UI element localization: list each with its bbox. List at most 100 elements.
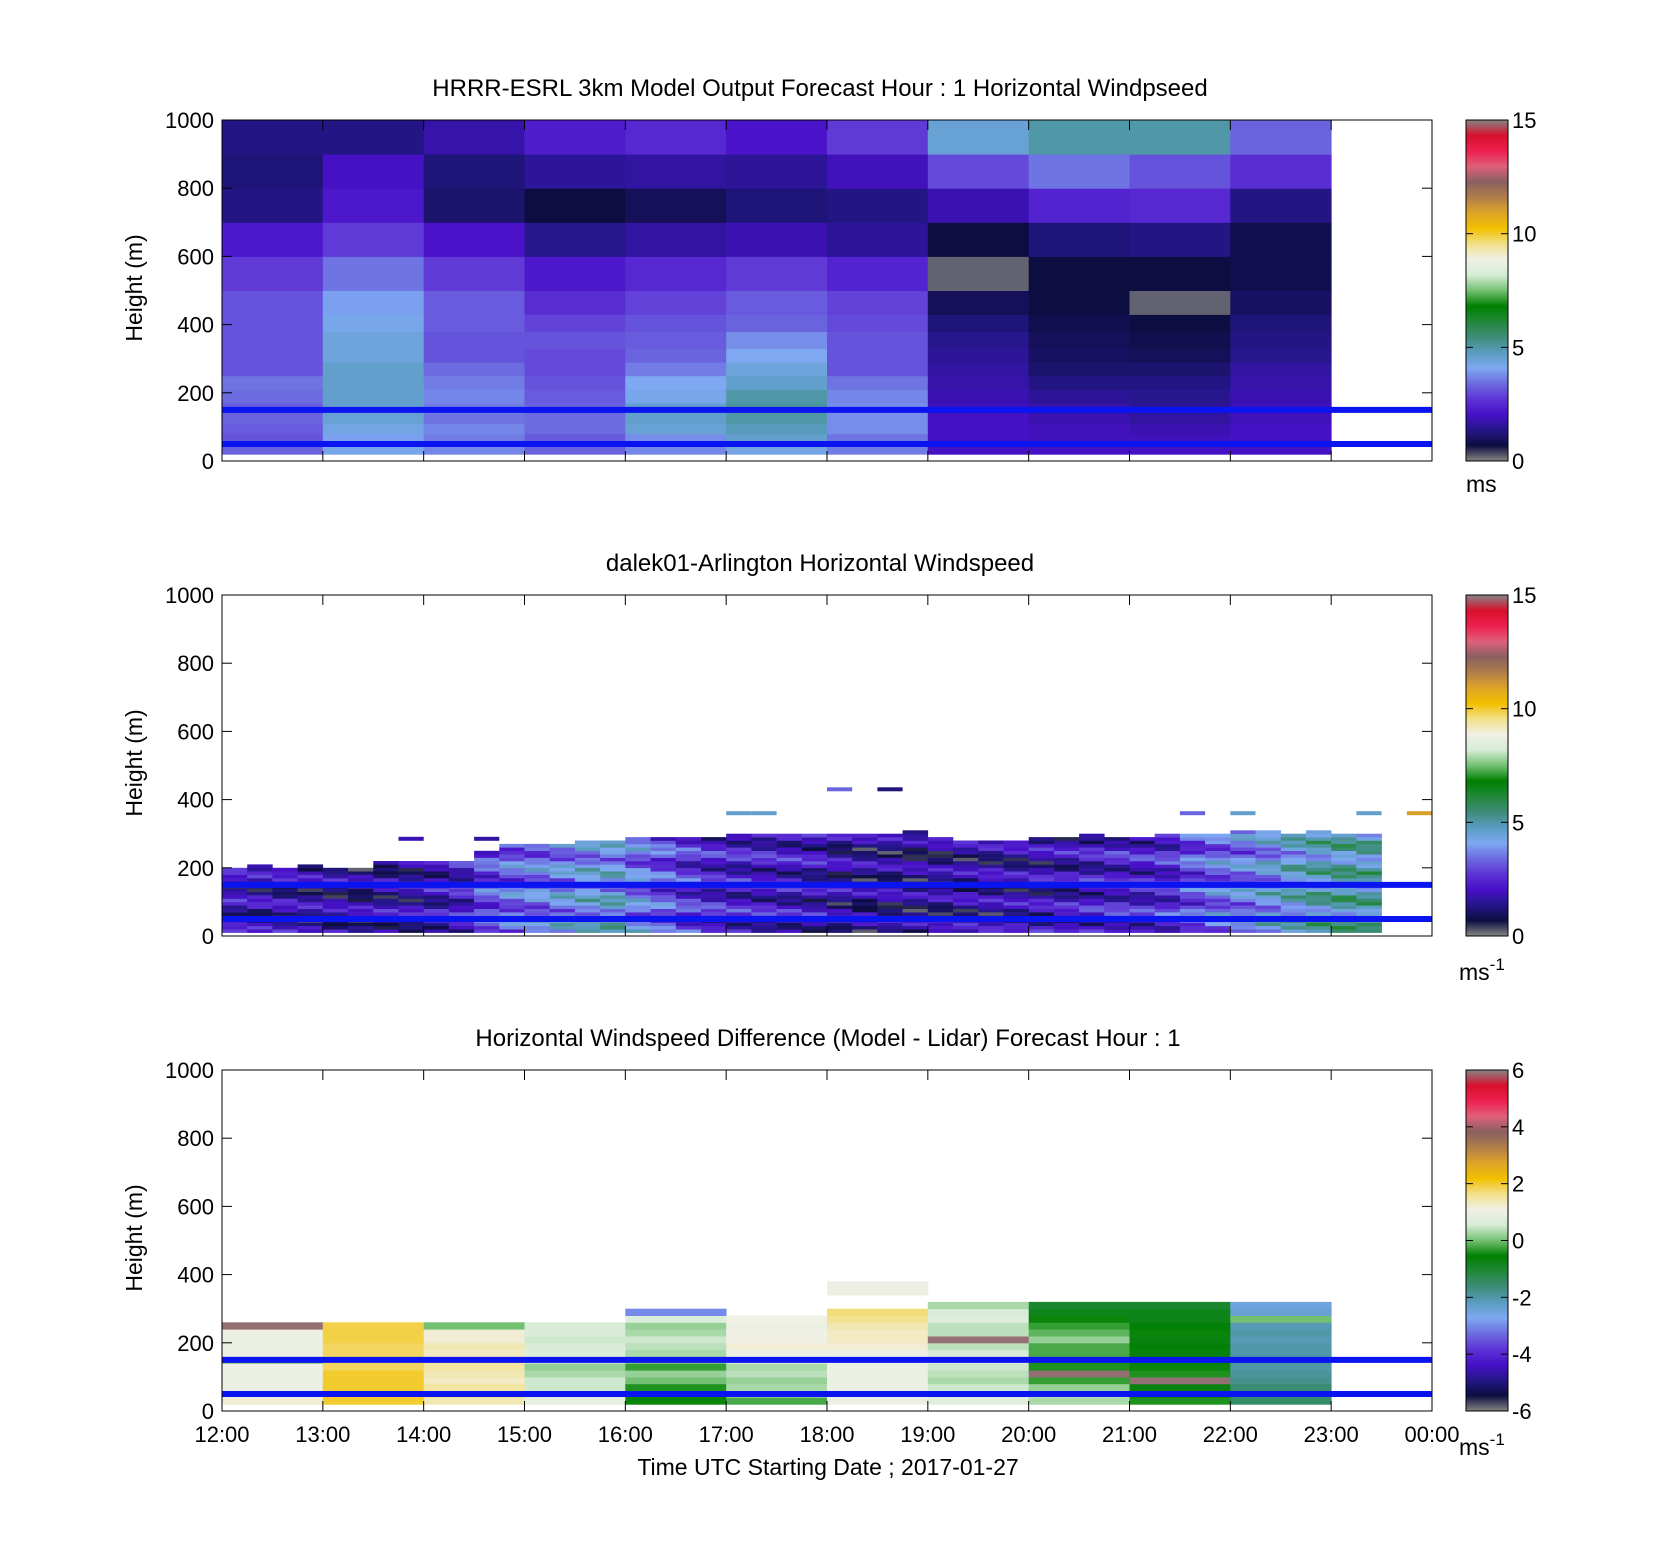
lidar-cell — [1306, 912, 1332, 916]
difference-cell — [423, 1342, 525, 1351]
lidar-cell — [1255, 874, 1281, 879]
lidar-cell — [1179, 871, 1206, 875]
lidar-cell — [701, 857, 727, 862]
lidar-cell — [776, 925, 803, 930]
lidar-cell — [877, 850, 903, 855]
difference-cell — [524, 1342, 626, 1351]
lidar-cell — [1230, 833, 1256, 838]
lidar-cell — [1028, 840, 1055, 845]
difference-cell — [322, 1376, 425, 1385]
lidar-cell — [1129, 905, 1155, 909]
lidar-isolated-return — [726, 811, 752, 816]
lidar-cell — [1003, 888, 1029, 892]
difference-cell — [827, 1363, 929, 1371]
lidar-cell — [801, 867, 828, 872]
lidar-cell — [827, 833, 853, 838]
lidar-cell — [1179, 864, 1206, 869]
lidar-cell — [701, 888, 727, 892]
lidar-cell — [701, 905, 727, 909]
lidar-cell — [1356, 857, 1382, 862]
lidar-cell — [448, 922, 475, 927]
lidar-cell — [801, 847, 828, 851]
lidar-cell — [1028, 891, 1055, 896]
y-tick-label: 800 — [177, 651, 214, 676]
lidar-cell — [348, 925, 374, 930]
lidar-cell — [1053, 861, 1080, 865]
model-cell — [625, 154, 727, 189]
lidar-cell — [978, 840, 1004, 845]
difference-cell — [1028, 1363, 1130, 1371]
lidar-cell — [1104, 888, 1130, 892]
lidar-cell — [1053, 878, 1080, 882]
difference-cell — [625, 1370, 727, 1378]
lidar-cell — [827, 864, 853, 869]
lidar-cell — [852, 922, 878, 927]
lidar-cell — [776, 867, 803, 872]
lidar-cell — [801, 850, 828, 855]
lidar-cell — [1331, 847, 1357, 851]
lidar-cell — [726, 898, 752, 903]
lidar-cell — [675, 922, 702, 927]
lidar-cell — [1306, 854, 1332, 858]
lidar-cell — [877, 901, 903, 906]
lidar-cell — [953, 843, 979, 848]
lidar-cell — [297, 874, 324, 879]
lidar-cell — [675, 871, 702, 875]
difference-cell — [1230, 1349, 1332, 1357]
y-tick-label: 200 — [177, 381, 214, 406]
lidar-cell — [852, 857, 878, 862]
lidar-cell — [373, 905, 399, 909]
lidar-cell — [348, 888, 374, 892]
lidar-cell — [978, 847, 1004, 851]
lidar-cell — [1356, 878, 1382, 882]
lidar-cell — [423, 905, 450, 909]
difference-cell — [827, 1397, 929, 1405]
lidar-cell — [1154, 871, 1181, 875]
lidar-isolated-return — [1406, 811, 1432, 816]
lidar-cell — [953, 895, 979, 899]
lidar-cell — [1154, 901, 1181, 906]
model-cell — [1028, 120, 1130, 155]
lidar-cell — [448, 861, 475, 865]
difference-colorbar-unit: ms-1 — [1459, 1430, 1505, 1460]
lidar-cell — [726, 850, 752, 855]
lidar-cell — [675, 843, 702, 848]
lidar-cell — [1205, 922, 1231, 927]
lidar-cell — [1230, 843, 1256, 848]
lidar-cell — [978, 864, 1004, 869]
lidar-cell — [1331, 861, 1357, 865]
difference-cell — [927, 1315, 1030, 1323]
lidar-cell — [625, 905, 651, 909]
lidar-cell — [448, 905, 475, 909]
lidar-cell — [1179, 874, 1206, 879]
lidar-cell — [1230, 837, 1256, 841]
model-cell — [222, 423, 324, 435]
lidar-cell — [877, 833, 903, 838]
lidar-cell — [953, 867, 979, 872]
lidar-cell — [801, 895, 828, 899]
model-cell — [1129, 222, 1231, 257]
lidar-cell — [549, 922, 576, 927]
model-cell — [222, 348, 324, 363]
lidar-cell — [1356, 854, 1382, 858]
colorbar-tick-label: -2 — [1512, 1285, 1532, 1310]
lidar-cell — [1306, 837, 1332, 841]
lidar-cell — [1129, 840, 1155, 845]
lidar-cell — [776, 871, 803, 875]
lidar-cell — [625, 864, 651, 869]
lidar-cell — [524, 864, 550, 869]
model-cell — [1230, 348, 1332, 363]
difference-cell — [625, 1322, 727, 1330]
lidar-cell — [852, 850, 878, 855]
lidar-cell — [927, 854, 954, 858]
lidar-cell — [852, 908, 878, 913]
lidar-cell — [1306, 895, 1332, 899]
difference-cell — [222, 1383, 324, 1391]
lidar-cell — [1255, 830, 1281, 834]
lidar-cell — [322, 898, 349, 903]
lidar-cell — [1079, 905, 1105, 909]
lidar-cell — [322, 895, 349, 899]
model-cell — [625, 443, 727, 455]
difference-cell — [726, 1383, 828, 1391]
lidar-cell — [574, 847, 601, 851]
